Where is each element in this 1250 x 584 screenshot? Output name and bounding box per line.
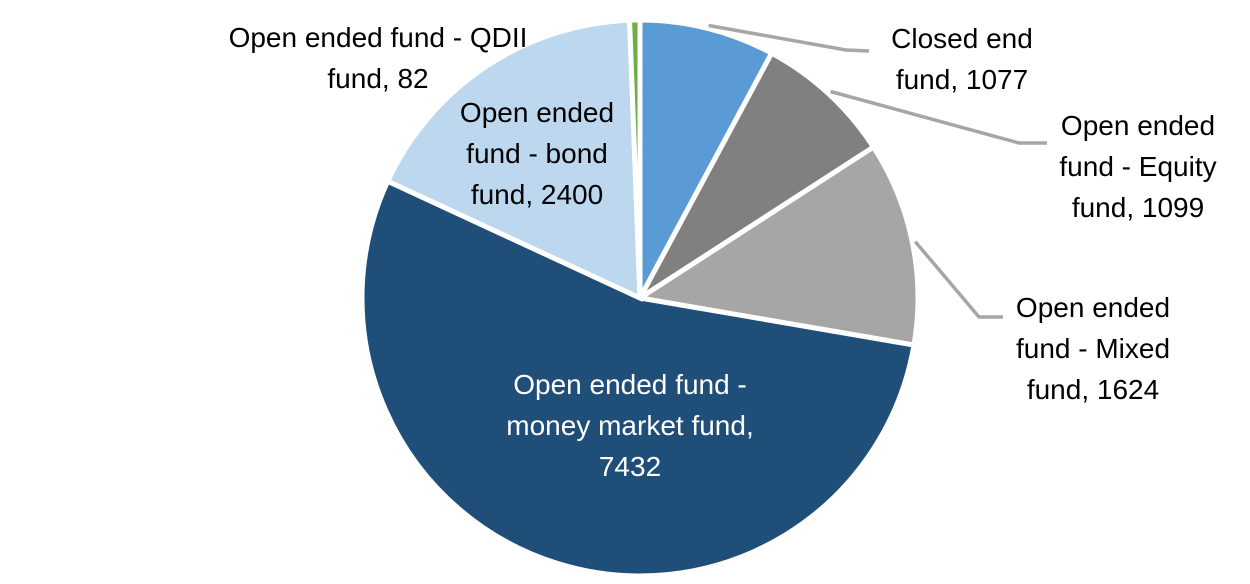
data-label-open-ended-fund-bond-fund: Open ended fund - bond fund, 2400 [460,92,614,215]
pie-slice-open-ended-fund-money-market-fund [359,177,917,579]
label-line: 7432 [598,451,662,482]
pie-slice-closed-end-fund [637,17,776,300]
leader-line-open-ended-fund-equity-fund [830,89,1047,145]
leader-line-closed-end-fund [708,23,870,53]
leader-line-open-ended-fund-mixed-fund [913,240,1003,319]
label-line: Closed end [891,23,1033,54]
data-label-open-ended-fund-money-market-fund: Open ended fund - money market fund, 743… [506,364,753,487]
pie-slice-open-ended-fund-mixed-fund [633,143,921,348]
label-line: fund, 1099 [1071,192,1205,223]
label-line: Open ended [459,97,615,128]
label-line: fund, 1624 [1026,374,1160,405]
label-line: Open ended [1060,110,1216,141]
data-label-open-ended-fund-equity-fund: Open ended fund - Equity fund, 1099 [1059,105,1216,228]
label-line: Open ended fund - QDII [228,22,528,53]
pie-slice-open-ended-fund-qdii-fund [626,17,643,299]
data-label-closed-end-fund: Closed end fund, 1077 [891,18,1033,100]
label-line: fund, 82 [327,63,429,94]
label-line: fund, 2400 [470,179,604,210]
label-line: money market fund, [506,410,754,441]
pie-slice-open-ended-fund-equity-fund [637,49,877,301]
label-line: Open ended [1015,292,1171,323]
label-line: Open ended fund - [513,369,747,400]
label-line: fund, 1077 [895,64,1029,95]
data-label-open-ended-fund-mixed-fund: Open ended fund - Mixed fund, 1624 [1016,287,1170,410]
pie-slice-open-ended-fund-bond-fund [384,17,643,302]
label-line: fund - Mixed [1015,333,1171,364]
label-line: fund - Equity [1059,151,1217,182]
data-label-open-ended-fund-qdii-fund: Open ended fund - QDII fund, 82 [229,17,528,99]
label-line: fund - bond [466,138,608,169]
